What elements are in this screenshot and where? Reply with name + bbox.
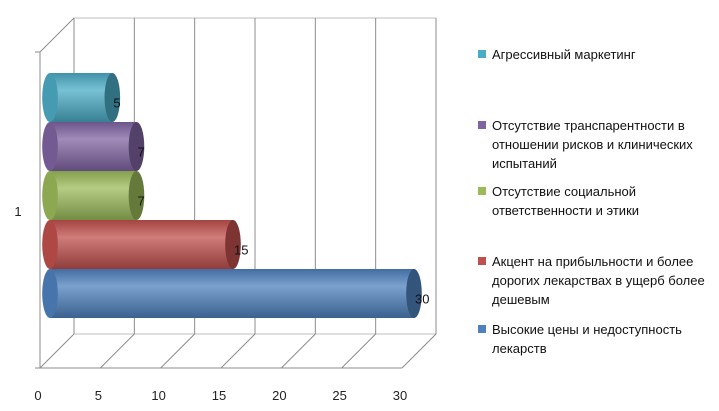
bar-2 <box>42 220 241 269</box>
floor-gridline-20 <box>280 333 316 369</box>
x-tick-label-25: 25 <box>332 388 346 403</box>
floor-gridline-15 <box>220 333 256 369</box>
bar-3 <box>42 171 145 220</box>
x-tick-label-15: 15 <box>212 388 226 403</box>
x-tick-label-10: 10 <box>151 388 165 403</box>
bar-body <box>50 122 137 171</box>
legend-item-4: Отсутствие транспарентности в отношении … <box>478 116 714 173</box>
legend-label: Отсутствие транспарентности в отношении … <box>492 118 693 171</box>
axes <box>35 51 402 369</box>
legend: Агрессивный маркетинг Отсутствие транспар… <box>478 0 714 411</box>
bar-4 <box>42 122 145 171</box>
floor-gridline-25 <box>341 333 377 369</box>
legend-item-3: Отсутствие социальной ответственности и … <box>478 182 714 220</box>
bar-base-cap <box>42 269 58 318</box>
floor-gridline-30 <box>401 333 437 369</box>
bar-end-cap <box>225 220 241 269</box>
bar-end-cap <box>128 122 145 171</box>
bar-end-cap <box>104 73 121 122</box>
data-label-3: 7 <box>137 194 144 209</box>
data-label-2: 15 <box>234 243 248 258</box>
legend-swatch <box>478 50 486 58</box>
bar-body <box>50 269 414 318</box>
legend-swatch <box>478 257 486 265</box>
bar-base-cap <box>42 220 58 269</box>
data-label-4: 7 <box>137 145 144 160</box>
bar-base-cap <box>42 73 58 122</box>
floor-gridline-5 <box>99 333 135 369</box>
legend-label: Отсутствие социальной ответственности и … <box>492 184 640 218</box>
floor-gridline-10 <box>160 333 196 369</box>
legend-swatch <box>478 187 486 195</box>
x-tick-label-0: 0 <box>34 388 41 403</box>
data-label-1: 30 <box>415 292 429 307</box>
x-tick-label-5: 5 <box>95 388 102 403</box>
bar-end-cap <box>128 171 145 220</box>
bar-base-cap <box>42 122 58 171</box>
bar-body <box>50 220 233 269</box>
x-tick-label-30: 30 <box>393 388 407 403</box>
bar-5 <box>42 73 121 122</box>
bar-1 <box>42 269 422 318</box>
legend-label: Акцент на прибыльности и более дорогих л… <box>492 254 705 307</box>
legend-item-5: Агрессивный маркетинг <box>478 45 714 64</box>
x-tick-label-20: 20 <box>272 388 286 403</box>
x-tick-labels: 0 5 10 15 20 25 30 1 <box>14 204 407 403</box>
data-labels: 30 15 7 7 5 <box>113 96 429 307</box>
bars <box>42 73 422 318</box>
bar-base-cap <box>42 171 58 220</box>
legend-item-2: Акцент на прибыльности и более дорогих л… <box>478 252 714 309</box>
data-label-5: 5 <box>113 96 120 111</box>
legend-swatch <box>478 121 486 129</box>
legend-label: Агрессивный маркетинг <box>492 47 636 62</box>
bar-end-cap <box>406 269 422 318</box>
floor-gridline-0 <box>39 333 75 369</box>
bar-body <box>50 73 113 122</box>
y-category-label: 1 <box>14 204 21 219</box>
bar-body <box>50 171 137 220</box>
legend-label: Высокие цены и недоступность лекарств <box>492 322 682 356</box>
legend-swatch <box>478 325 486 333</box>
side-wall-top-edge <box>39 17 75 53</box>
legend-item-1: Высокие цены и недоступность лекарств <box>478 320 714 358</box>
